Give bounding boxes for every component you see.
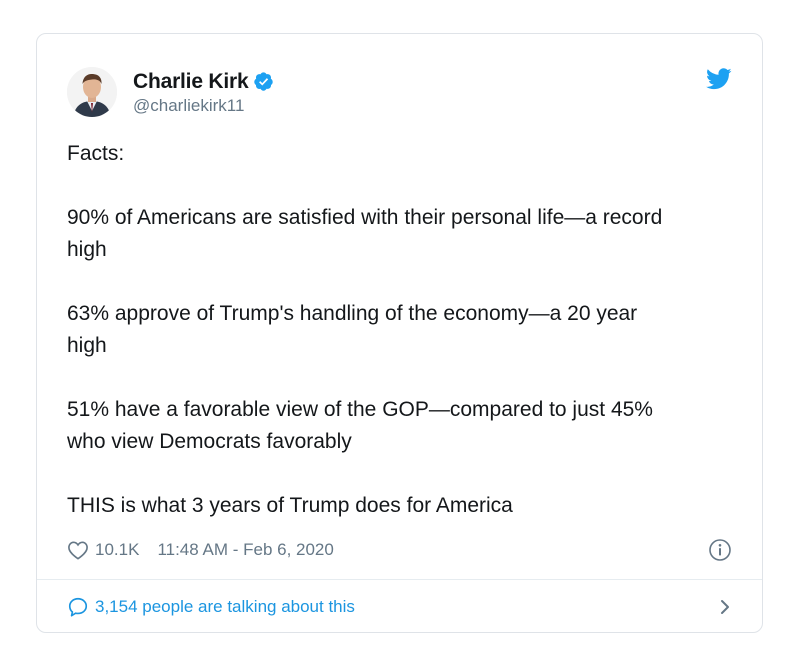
tweet-paragraph-3: 63% approve of Trump's handling of the e… [67, 302, 638, 357]
like-count[interactable]: 10.1K [95, 540, 140, 559]
tweet-text: Facts: 90% of Americans are satisfied wi… [67, 138, 737, 522]
twitter-bird-icon[interactable] [706, 68, 732, 90]
chevron-right-icon [721, 600, 729, 614]
author-names: Charlie Kirk @charliekirk11 [133, 69, 274, 116]
avatar[interactable] [67, 67, 117, 117]
tweet-header: Charlie Kirk @charliekirk11 [67, 64, 274, 120]
tweet-paragraph-4: 51% have a favorable view of the GOP—com… [67, 398, 653, 453]
tweet-timestamp[interactable]: 11:48 AM - Feb 6, 2020 [157, 540, 334, 559]
heart-icon[interactable] [67, 540, 89, 560]
tweet-paragraph-1: Facts: [67, 142, 125, 165]
conversation-link[interactable]: 3,154 people are talking about this [67, 580, 732, 634]
author-display-name[interactable]: Charlie Kirk [133, 69, 249, 93]
avatar-image [67, 67, 117, 117]
tweet-meta: 10.1K 11:48 AM - Feb 6, 2020 [67, 536, 334, 564]
divider [37, 579, 762, 580]
verified-badge-icon [254, 72, 274, 91]
speech-bubble-icon [68, 597, 88, 617]
tweet-card[interactable]: Charlie Kirk @charliekirk11 Facts: 90% o… [36, 33, 763, 633]
tweet-paragraph-5: THIS is what 3 years of Trump does for A… [67, 494, 513, 517]
info-icon[interactable] [708, 538, 732, 562]
tweet-paragraph-2: 90% of Americans are satisfied with thei… [67, 206, 663, 261]
name-row: Charlie Kirk [133, 69, 274, 95]
author-handle[interactable]: @charliekirk11 [133, 95, 245, 115]
conversation-label: 3,154 people are talking about this [95, 597, 355, 616]
